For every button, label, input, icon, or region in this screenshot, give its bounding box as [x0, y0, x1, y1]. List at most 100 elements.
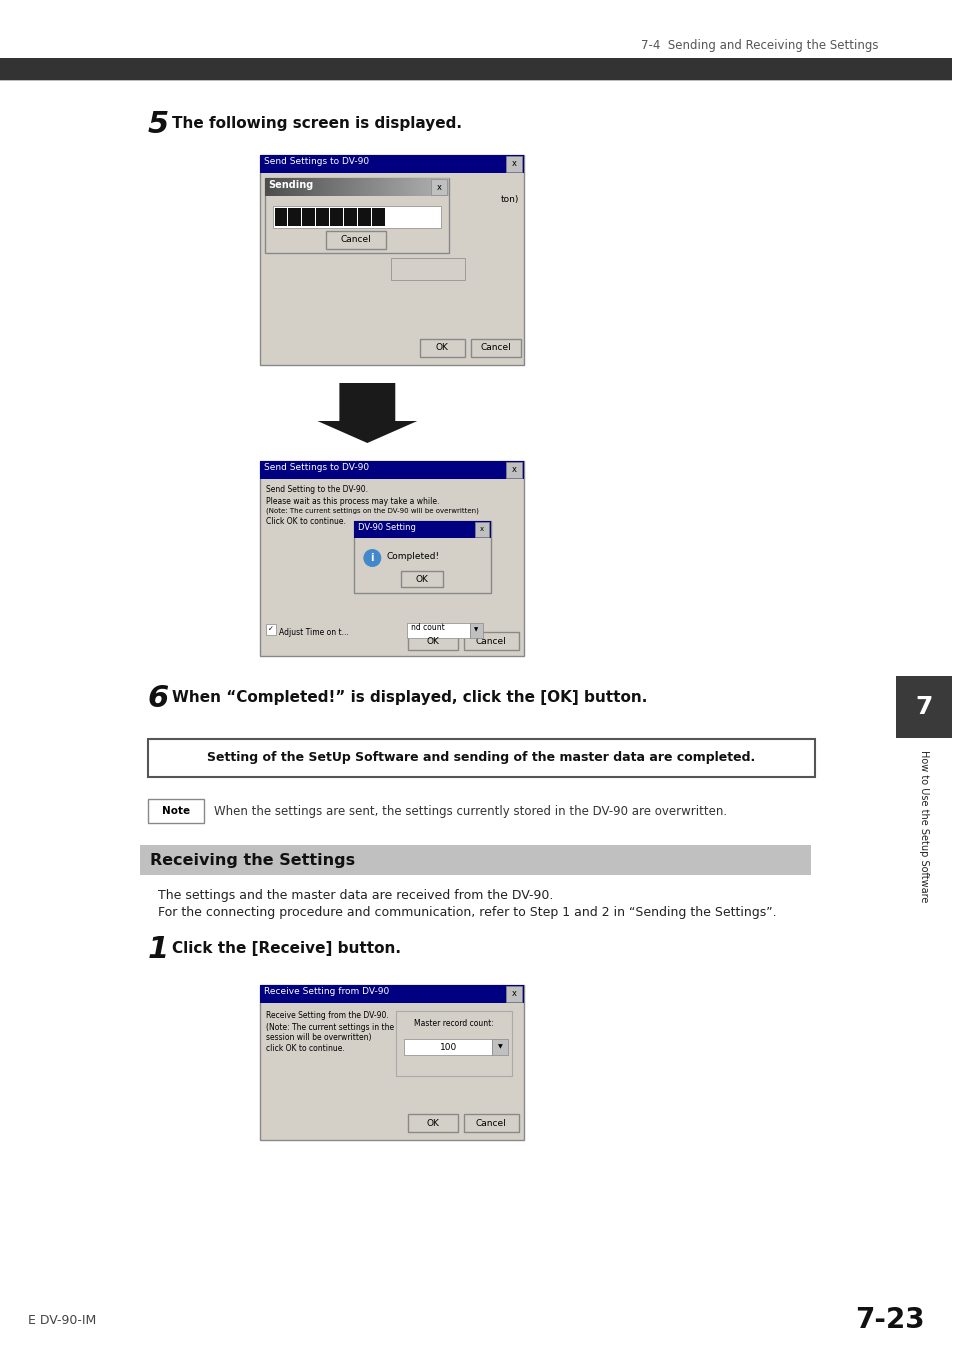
Bar [375, 178, 377, 196]
Bar [383, 178, 384, 196]
Bar [305, 178, 306, 196]
Bar [318, 178, 319, 196]
Bar [408, 631, 457, 650]
Bar [426, 178, 427, 196]
Bar [316, 208, 329, 226]
Bar [148, 799, 203, 823]
Bar [421, 178, 422, 196]
Bar [369, 178, 370, 196]
Bar [323, 178, 324, 196]
Bar [442, 178, 443, 196]
Bar [353, 178, 354, 196]
Bar [287, 178, 288, 196]
Bar [427, 178, 428, 196]
Bar [267, 178, 268, 196]
Bar [326, 178, 327, 196]
Text: ton): ton) [500, 195, 518, 204]
Bar [436, 178, 437, 196]
Bar [357, 178, 358, 196]
Bar [264, 178, 449, 253]
Bar [446, 178, 447, 196]
Bar [391, 258, 465, 280]
Text: 1: 1 [148, 936, 169, 964]
Bar [438, 178, 439, 196]
Text: DV-90 Setting: DV-90 Setting [358, 523, 416, 531]
Bar [420, 178, 421, 196]
Bar [272, 178, 273, 196]
Bar [310, 178, 311, 196]
Bar [418, 178, 420, 196]
Bar [413, 178, 414, 196]
Bar [354, 178, 355, 196]
Text: ▼: ▼ [474, 627, 477, 633]
Text: x: x [511, 465, 516, 475]
Bar [408, 178, 409, 196]
Bar [259, 986, 523, 1140]
Bar [403, 178, 404, 196]
Text: Send Settings to DV-90: Send Settings to DV-90 [263, 157, 368, 166]
Bar [294, 178, 295, 196]
Bar [343, 178, 344, 196]
Bar [404, 178, 405, 196]
Bar [277, 178, 278, 196]
Bar [382, 178, 383, 196]
Bar [314, 178, 315, 196]
Text: nd count: nd count [411, 623, 444, 633]
Bar [407, 178, 408, 196]
Bar [420, 339, 465, 357]
Text: Click the [Receive] button.: Click the [Receive] button. [172, 941, 400, 956]
Bar [386, 178, 387, 196]
Text: The settings and the master data are received from the DV-90.: The settings and the master data are rec… [157, 890, 553, 902]
Bar [437, 178, 438, 196]
Bar [439, 178, 440, 196]
Bar [283, 178, 284, 196]
Bar [293, 178, 294, 196]
Text: 7-23: 7-23 [854, 1306, 923, 1334]
Bar [445, 178, 446, 196]
Bar [374, 178, 375, 196]
Bar [431, 178, 432, 196]
Bar [395, 178, 396, 196]
Bar [470, 623, 482, 638]
Bar [407, 623, 470, 638]
Bar [268, 178, 270, 196]
Bar [282, 178, 283, 196]
Bar [464, 1114, 518, 1132]
Bar [332, 178, 333, 196]
Text: x: x [479, 526, 484, 531]
Bar [286, 178, 287, 196]
Bar [276, 178, 277, 196]
Bar [399, 178, 400, 196]
Bar [356, 178, 357, 196]
Bar [316, 178, 317, 196]
Polygon shape [317, 383, 416, 443]
Bar [297, 178, 298, 196]
Bar [406, 178, 407, 196]
Bar [344, 178, 345, 196]
Bar [372, 178, 373, 196]
Text: When the settings are sent, the settings currently stored in the DV-90 are overw: When the settings are sent, the settings… [213, 804, 726, 818]
Bar [359, 178, 360, 196]
Bar [428, 178, 429, 196]
Text: session will be overwritten): session will be overwritten) [265, 1033, 371, 1042]
Bar [443, 178, 444, 196]
Text: Receive Setting from DV-90: Receive Setting from DV-90 [263, 987, 389, 996]
Bar [259, 461, 523, 656]
Text: 5: 5 [148, 110, 169, 139]
Bar [379, 178, 380, 196]
Bar [288, 208, 301, 226]
Bar [265, 625, 276, 635]
Bar [342, 178, 343, 196]
Bar [275, 178, 276, 196]
Bar [366, 178, 367, 196]
Bar [335, 178, 336, 196]
Bar [321, 178, 322, 196]
Bar [384, 178, 385, 196]
Bar [395, 1011, 512, 1076]
Bar [307, 178, 308, 196]
Bar [429, 178, 430, 196]
Bar [400, 178, 401, 196]
Text: x: x [436, 183, 441, 192]
Bar [0, 0, 951, 58]
Bar [320, 178, 321, 196]
